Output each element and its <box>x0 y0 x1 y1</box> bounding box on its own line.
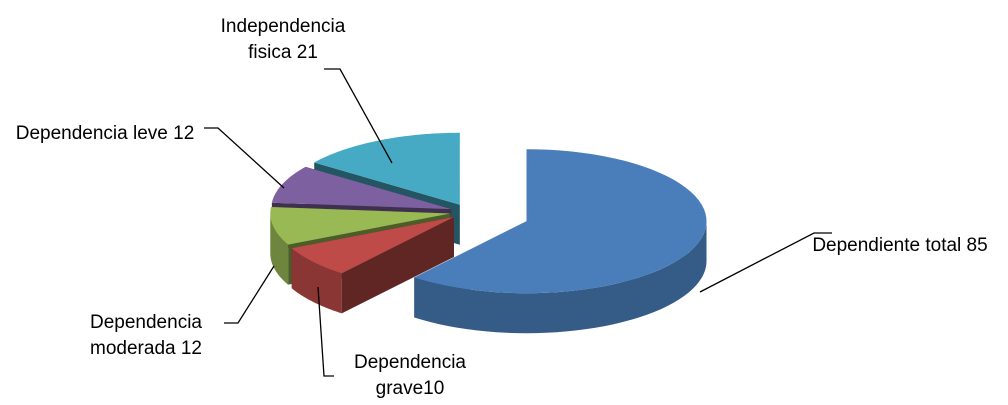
slice-top <box>270 206 451 245</box>
leader-line <box>699 232 832 293</box>
data-label: Dependiente total 85 <box>812 235 988 256</box>
leader-line <box>324 68 393 164</box>
slice-side <box>270 213 289 285</box>
data-label: Dependencia grave10 <box>354 352 466 399</box>
data-label: Dependencia moderada 12 <box>90 312 202 359</box>
slice <box>291 217 454 314</box>
slice <box>414 149 707 334</box>
slice-top <box>414 149 707 294</box>
data-label: Independencia fisica 21 <box>220 16 346 63</box>
slice-top <box>314 132 460 205</box>
leader-line <box>317 286 334 377</box>
slice-top <box>271 166 452 210</box>
slice-top <box>291 217 454 274</box>
slice-side <box>291 248 342 314</box>
slice-side <box>414 221 707 334</box>
leader-line <box>204 127 285 189</box>
leader-line <box>224 265 275 324</box>
data-label: Dependencia leve 12 <box>15 123 195 144</box>
